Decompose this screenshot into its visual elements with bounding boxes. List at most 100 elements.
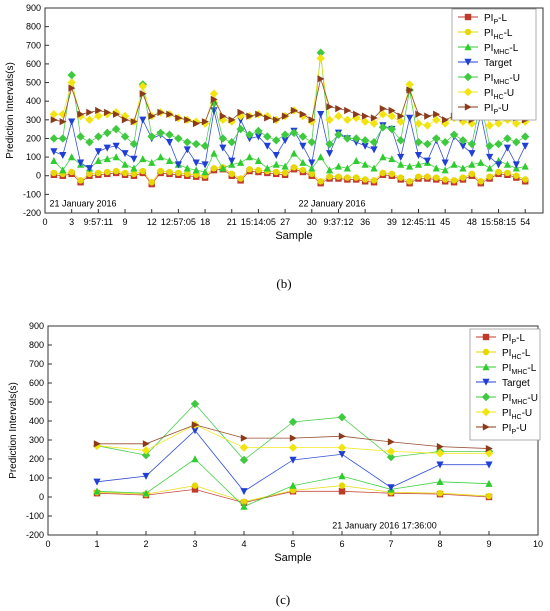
- legend-label-suffix: -U: [509, 73, 520, 84]
- legend-swatch-marker: [464, 43, 472, 51]
- data-point: [521, 162, 529, 170]
- data-point: [459, 174, 467, 181]
- legend-label-sub: P: [493, 19, 498, 26]
- data-point: [139, 90, 147, 98]
- data-point: [379, 105, 387, 113]
- data-point: [290, 164, 298, 171]
- y-tick-label: 700: [29, 359, 44, 369]
- data-point: [103, 128, 112, 138]
- x-tick-label: 7: [388, 539, 393, 549]
- date-annotation: 21 January 2016: [49, 199, 116, 209]
- legend-label-main: PI: [484, 28, 493, 39]
- legend-label-suffix: -L: [527, 363, 536, 374]
- data-point: [486, 164, 494, 172]
- data-point: [405, 80, 414, 89]
- data-point: [86, 170, 93, 178]
- data-point: [147, 132, 156, 141]
- data-point: [174, 134, 183, 143]
- x-tick-label: 9: [486, 539, 491, 549]
- data-point: [255, 166, 262, 174]
- legend-label: PIP-L: [502, 333, 525, 346]
- data-point: [503, 160, 512, 168]
- data-point: [120, 132, 130, 141]
- x-tick-label: 4: [241, 539, 246, 549]
- data-point: [138, 82, 148, 91]
- data-point: [85, 137, 94, 147]
- data-point: [59, 166, 67, 174]
- data-point: [335, 105, 343, 113]
- data-point: [504, 169, 511, 177]
- data-point: [414, 137, 423, 147]
- data-point: [191, 421, 199, 429]
- data-point: [432, 134, 441, 143]
- data-point: [201, 161, 209, 169]
- data-point: [236, 111, 245, 121]
- legend-label: PIMHC-L: [484, 43, 519, 56]
- data-point: [112, 142, 120, 150]
- data-point: [468, 170, 476, 178]
- data-point: [370, 114, 378, 122]
- x-tick-label: 18: [200, 217, 210, 227]
- data-point: [121, 169, 129, 177]
- data-point: [59, 152, 67, 160]
- data-point: [468, 150, 476, 158]
- data-point: [228, 170, 235, 178]
- x-tick-label: 5: [290, 539, 295, 549]
- data-point: [387, 124, 397, 134]
- data-point: [424, 173, 431, 180]
- data-point: [281, 137, 289, 145]
- y-tick-label: -100: [23, 189, 41, 199]
- data-point: [121, 116, 129, 124]
- x-tick-label: 15:14:05: [241, 217, 276, 227]
- data-point: [210, 165, 218, 172]
- data-point: [93, 440, 101, 448]
- x-tick-label: 21: [227, 217, 237, 227]
- data-point: [130, 164, 138, 172]
- data-point: [95, 169, 102, 177]
- data-point: [142, 472, 150, 480]
- data-point: [239, 443, 249, 452]
- legend-label-sub: MHC: [493, 49, 509, 56]
- data-point: [68, 153, 76, 161]
- data-point: [139, 155, 147, 163]
- data-point: [503, 144, 512, 152]
- data-point: [175, 114, 183, 122]
- legend-label-suffix: -L: [504, 28, 513, 39]
- data-point: [67, 70, 76, 80]
- data-point: [219, 164, 227, 172]
- data-point: [317, 178, 324, 185]
- data-point: [272, 152, 280, 160]
- data-point: [192, 119, 200, 128]
- legend-swatch-marker: [482, 363, 490, 371]
- data-point: [378, 123, 388, 132]
- legend-label-main: PI: [484, 73, 493, 84]
- x-axis-title: Sample: [275, 230, 312, 242]
- date-annotation: 22 January 2016: [298, 199, 365, 209]
- data-point: [139, 116, 147, 124]
- data-point: [423, 139, 432, 149]
- legend-label-sub: HC: [493, 34, 503, 41]
- legend-swatch-marker: [464, 58, 472, 66]
- data-point: [423, 121, 432, 130]
- data-point: [299, 110, 307, 118]
- data-point: [344, 174, 351, 181]
- data-point: [415, 173, 422, 180]
- data-point: [157, 167, 164, 175]
- data-point: [325, 166, 334, 174]
- data-point: [387, 484, 395, 492]
- data-point: [360, 136, 370, 145]
- legend-label-sub: HC: [511, 354, 521, 361]
- data-point: [200, 141, 210, 151]
- x-tick-label: 48: [467, 217, 477, 227]
- data-point: [148, 158, 156, 166]
- x-tick-label: 39: [387, 217, 397, 227]
- legend-label-main: PI: [502, 363, 511, 374]
- data-point: [77, 110, 85, 118]
- data-point: [343, 164, 351, 172]
- data-point: [361, 142, 369, 150]
- data-point: [503, 134, 512, 143]
- data-point: [370, 164, 378, 172]
- legend-swatch-marker: [482, 333, 490, 341]
- data-point: [495, 168, 502, 176]
